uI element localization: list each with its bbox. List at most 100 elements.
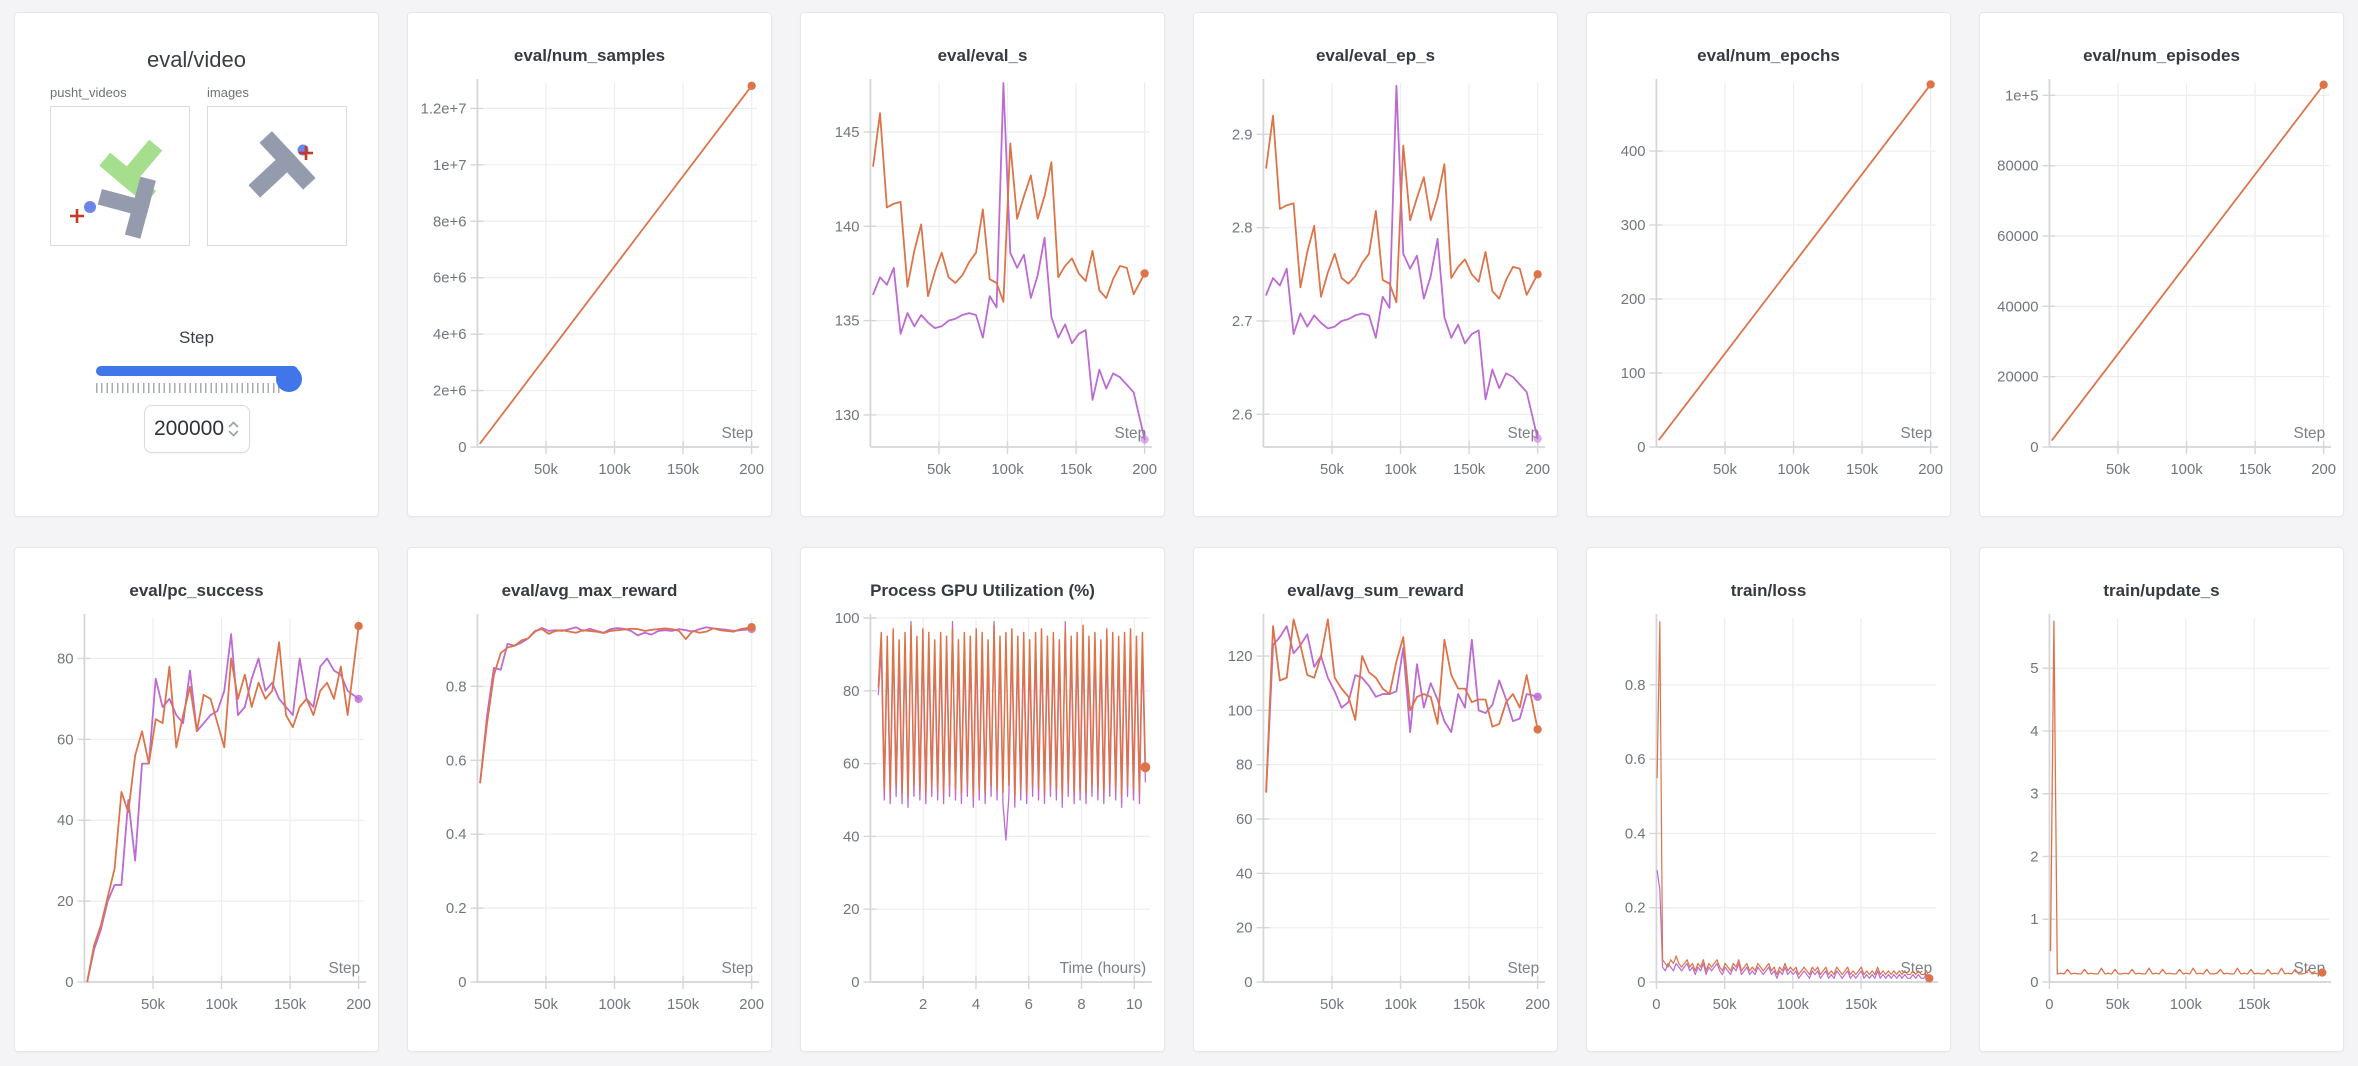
svg-text:50k: 50k (2106, 461, 2130, 478)
panel-eval-num-samples: eval/num_samples 0 2e+6 4e+6 6e+6 8e+6 1e+7 1.… (407, 12, 772, 517)
series-purple (1265, 625, 1539, 793)
series-orange (872, 112, 1146, 303)
svg-text:4: 4 (972, 996, 980, 1013)
svg-text:0.2: 0.2 (446, 900, 467, 917)
spinner-down-icon[interactable] (228, 430, 239, 437)
step-slider-track[interactable] (95, 366, 302, 392)
svg-text:3: 3 (2030, 786, 2038, 803)
svg-text:100k: 100k (598, 461, 631, 478)
series-endpoint-dot (1140, 435, 1149, 444)
svg-text:50k: 50k (141, 996, 165, 1013)
svg-text:5: 5 (2030, 660, 2038, 677)
step-slider-handle[interactable] (275, 366, 302, 392)
svg-text:Step: Step (1901, 960, 1933, 977)
chart-svg: 0 100 200 300 400 50k 100k 150k 200 Step (1621, 79, 1943, 478)
svg-text:1.2e+7: 1.2e+7 (421, 100, 467, 117)
svg-text:Step: Step (329, 960, 361, 977)
svg-text:150k: 150k (1845, 996, 1878, 1013)
series-endpoint-dot (1926, 80, 1935, 89)
svg-text:1e+5: 1e+5 (2005, 87, 2038, 104)
chart-title: eval/pc_success (129, 581, 264, 600)
svg-text:200: 200 (1525, 996, 1550, 1013)
svg-text:50k: 50k (1320, 996, 1344, 1013)
spinner-up-icon[interactable] (228, 421, 239, 428)
svg-text:1e+7: 1e+7 (433, 157, 466, 174)
svg-text:1: 1 (2030, 911, 2038, 928)
svg-text:150k: 150k (1060, 461, 1093, 478)
series-endpoint-dot (2319, 80, 2328, 89)
svg-text:50k: 50k (927, 461, 951, 478)
svg-text:20000: 20000 (1997, 369, 2038, 386)
svg-text:80: 80 (1236, 757, 1253, 774)
svg-text:4: 4 (2030, 723, 2038, 740)
svg-text:100k: 100k (1384, 996, 1417, 1013)
svg-text:0: 0 (2030, 439, 2038, 456)
step-slider[interactable] (95, 358, 302, 393)
svg-text:0: 0 (2030, 974, 2038, 991)
series-orange (479, 626, 753, 784)
panel-eval-avg-sum-reward: eval/avg_sum_reward 0 20 40 60 80 100 120 50k 10… (1193, 547, 1558, 1052)
pusht-block-t-shape (248, 131, 316, 198)
svg-text:0: 0 (458, 439, 466, 456)
chart-title: eval/num_samples (513, 46, 666, 65)
media-image-images[interactable] (207, 106, 347, 246)
svg-text:0: 0 (2045, 996, 2053, 1013)
svg-text:0.2: 0.2 (1625, 900, 1646, 917)
svg-text:200: 200 (1621, 291, 1646, 308)
chart-title: eval/eval_s (937, 46, 1028, 65)
series-orange (86, 625, 360, 982)
svg-text:200: 200 (1132, 461, 1157, 478)
svg-text:100: 100 (1621, 365, 1646, 382)
svg-text:60: 60 (1236, 811, 1253, 828)
svg-text:2.8: 2.8 (1232, 220, 1253, 237)
chart-title: Process GPU Utilization (%) (870, 581, 1095, 600)
svg-text:0.8: 0.8 (1625, 677, 1646, 694)
chart-title: train/update_s (2103, 581, 2220, 600)
media-item-pusht-videos: pusht_videos (50, 85, 190, 246)
svg-text:100k: 100k (1777, 461, 1810, 478)
series-endpoint-dot (747, 81, 756, 91)
svg-text:100k: 100k (2170, 996, 2203, 1013)
series-orange (2049, 620, 2323, 975)
panel-eval-avg-max-reward: eval/avg_max_reward 0 0.2 0.4 0.6 0.8 50k 100k… (407, 547, 772, 1052)
svg-text:150k: 150k (1846, 461, 1879, 478)
series-endpoint-dot (1925, 974, 1934, 983)
svg-text:40000: 40000 (1997, 298, 2038, 315)
svg-text:150k: 150k (667, 996, 700, 1013)
series-endpoint-dot (1140, 762, 1151, 773)
media-image-pusht-videos[interactable] (50, 106, 190, 246)
step-number-input[interactable]: 200000 (143, 405, 250, 453)
chart-svg: 0 2e+6 4e+6 6e+6 8e+6 1e+7 1.2e+7 50k 100k 150k 20… (421, 79, 764, 478)
svg-text:100k: 100k (598, 996, 631, 1013)
svg-text:50k: 50k (1320, 461, 1344, 478)
svg-text:6: 6 (1025, 996, 1033, 1013)
svg-text:200: 200 (739, 461, 764, 478)
svg-text:60: 60 (57, 731, 74, 748)
chart-title: train/loss (1730, 581, 1807, 600)
svg-text:400: 400 (1621, 143, 1646, 160)
svg-text:40: 40 (1236, 865, 1253, 882)
svg-text:0.6: 0.6 (1625, 751, 1646, 768)
svg-text:135: 135 (835, 313, 860, 330)
series-orange (877, 624, 1147, 798)
pusht-goal-cross (299, 146, 313, 160)
series-endpoint-dot (1140, 269, 1149, 278)
series-orange (1265, 114, 1539, 304)
step-slider-ruler (95, 383, 280, 393)
panel-gpu-utilization: Process GPU Utilization (%) 0 20 40 60 80 100… (800, 547, 1165, 1052)
svg-text:80: 80 (57, 650, 74, 667)
svg-text:145: 145 (835, 124, 860, 141)
panel-eval-eval-ep-s: eval/eval_ep_s 2.6 2.7 2.8 2.9 50k 100k 150k 20… (1193, 12, 1558, 517)
series-orange (1658, 83, 1932, 441)
step-slider-label: Step (179, 328, 214, 347)
svg-text:150k: 150k (274, 996, 307, 1013)
series-purple (479, 626, 753, 784)
series-purple (1265, 84, 1539, 440)
svg-text:150k: 150k (1453, 461, 1486, 478)
media-thumbnails: pusht_videos (50, 85, 378, 246)
step-input-value[interactable]: 200000 (153, 417, 225, 440)
svg-text:50k: 50k (2106, 996, 2130, 1013)
svg-text:200: 200 (2311, 461, 2336, 478)
series-endpoint-dot (354, 694, 363, 704)
svg-text:0: 0 (851, 974, 859, 991)
